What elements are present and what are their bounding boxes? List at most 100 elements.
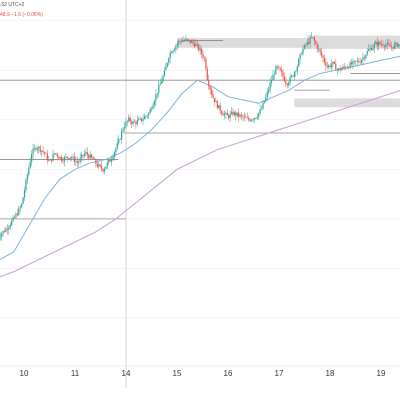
candle-bull <box>166 63 168 67</box>
candle-bull <box>122 128 124 132</box>
candle-bear <box>276 66 278 67</box>
candle-bear <box>355 60 357 62</box>
candle-bull <box>353 60 355 62</box>
candle-bear <box>322 55 324 58</box>
candle-bear <box>200 48 203 55</box>
candle-bull <box>260 108 263 110</box>
candle-bull <box>393 44 395 49</box>
candle-bull <box>98 164 100 167</box>
candle-bear <box>189 39 191 43</box>
candle-bull <box>218 105 220 109</box>
x-tick-label-15: 15 <box>173 369 182 378</box>
candle-bear <box>133 121 136 123</box>
candle-bull <box>2 230 4 234</box>
candle-bull <box>398 43 400 47</box>
candle-bull <box>128 117 130 121</box>
candle-bull <box>183 40 186 42</box>
candle-bull <box>302 48 304 55</box>
candle-bear <box>240 114 243 116</box>
candle-bull <box>116 143 118 149</box>
candle-bull <box>190 41 193 43</box>
candle-bull <box>108 159 110 163</box>
candle-bull <box>151 108 153 110</box>
candle-bear <box>323 57 325 63</box>
candle-bull <box>28 167 30 176</box>
candle-bear <box>3 230 6 232</box>
candle-bull <box>163 70 166 77</box>
candle-bull <box>395 42 397 45</box>
candle-bull <box>215 100 217 103</box>
resistance-zone-0 <box>177 37 308 48</box>
candle-bear <box>313 37 315 42</box>
candle-bear <box>131 121 133 124</box>
candle-bear <box>388 43 390 45</box>
candle-bear <box>101 165 103 169</box>
candle-bear <box>343 66 345 68</box>
candle-bear <box>282 71 284 77</box>
candle-bull <box>299 53 301 60</box>
candle-bull <box>123 126 126 129</box>
candle-bull <box>85 152 87 154</box>
candle-bull <box>143 116 146 120</box>
candle-bear <box>319 48 321 52</box>
candle-bull <box>368 49 370 51</box>
candle-bear <box>71 157 73 159</box>
candle-bear <box>62 160 64 162</box>
candle-bull <box>375 41 377 44</box>
candle-bull <box>119 139 121 140</box>
candle-bear <box>180 40 183 42</box>
candle-bull <box>386 43 388 45</box>
candle-bull <box>250 119 253 121</box>
candle-bear <box>109 159 111 162</box>
candle-bull <box>352 61 354 65</box>
x-tick-label-18: 18 <box>326 369 335 378</box>
candle-bull <box>155 94 157 102</box>
candle-bull <box>9 225 11 228</box>
candle-bull <box>256 117 258 119</box>
candle-bear <box>202 54 204 59</box>
candle-bear <box>305 45 307 46</box>
candle-bear <box>141 118 143 121</box>
candle-bear <box>58 156 60 159</box>
candle-bull <box>12 217 14 221</box>
candle-bear <box>248 117 250 120</box>
candle-bear <box>66 156 68 158</box>
candle-bear <box>55 153 57 155</box>
candle-bull <box>139 118 141 119</box>
candle-bull <box>230 111 233 114</box>
candle-bear <box>73 156 76 163</box>
moving-average-slow <box>0 89 400 278</box>
candle-bull <box>142 119 144 121</box>
candle-bull <box>263 101 266 103</box>
candle-bear <box>216 100 218 109</box>
candle-bear <box>86 152 88 155</box>
candle-bull <box>303 45 305 49</box>
candle-bull <box>69 157 71 159</box>
candle-bull <box>115 148 117 153</box>
candle-bear <box>82 154 84 156</box>
x-tick-label-17: 17 <box>275 369 284 378</box>
candle-bull <box>259 109 261 114</box>
candle-bull <box>168 58 170 64</box>
candle-bear <box>212 94 214 98</box>
candle-bull <box>369 48 371 50</box>
candle-bull <box>340 68 343 71</box>
candle-bull <box>273 74 276 75</box>
candle-bear <box>51 159 53 161</box>
candle-bear <box>325 62 327 66</box>
candle-bull <box>83 153 86 156</box>
candle-bear <box>228 115 230 119</box>
candle-bull <box>21 203 23 208</box>
candle-bear <box>345 67 347 69</box>
candle-bear <box>280 70 283 72</box>
x-tick-label-14: 14 <box>122 369 131 378</box>
candle-bull <box>253 118 256 120</box>
candle-bear <box>363 57 365 59</box>
candle-bear <box>350 62 353 65</box>
candle-bull <box>372 47 374 51</box>
candle-bear <box>203 58 206 59</box>
candle-bear <box>255 118 257 119</box>
candle-bull <box>15 213 17 218</box>
candle-bear <box>102 168 104 172</box>
